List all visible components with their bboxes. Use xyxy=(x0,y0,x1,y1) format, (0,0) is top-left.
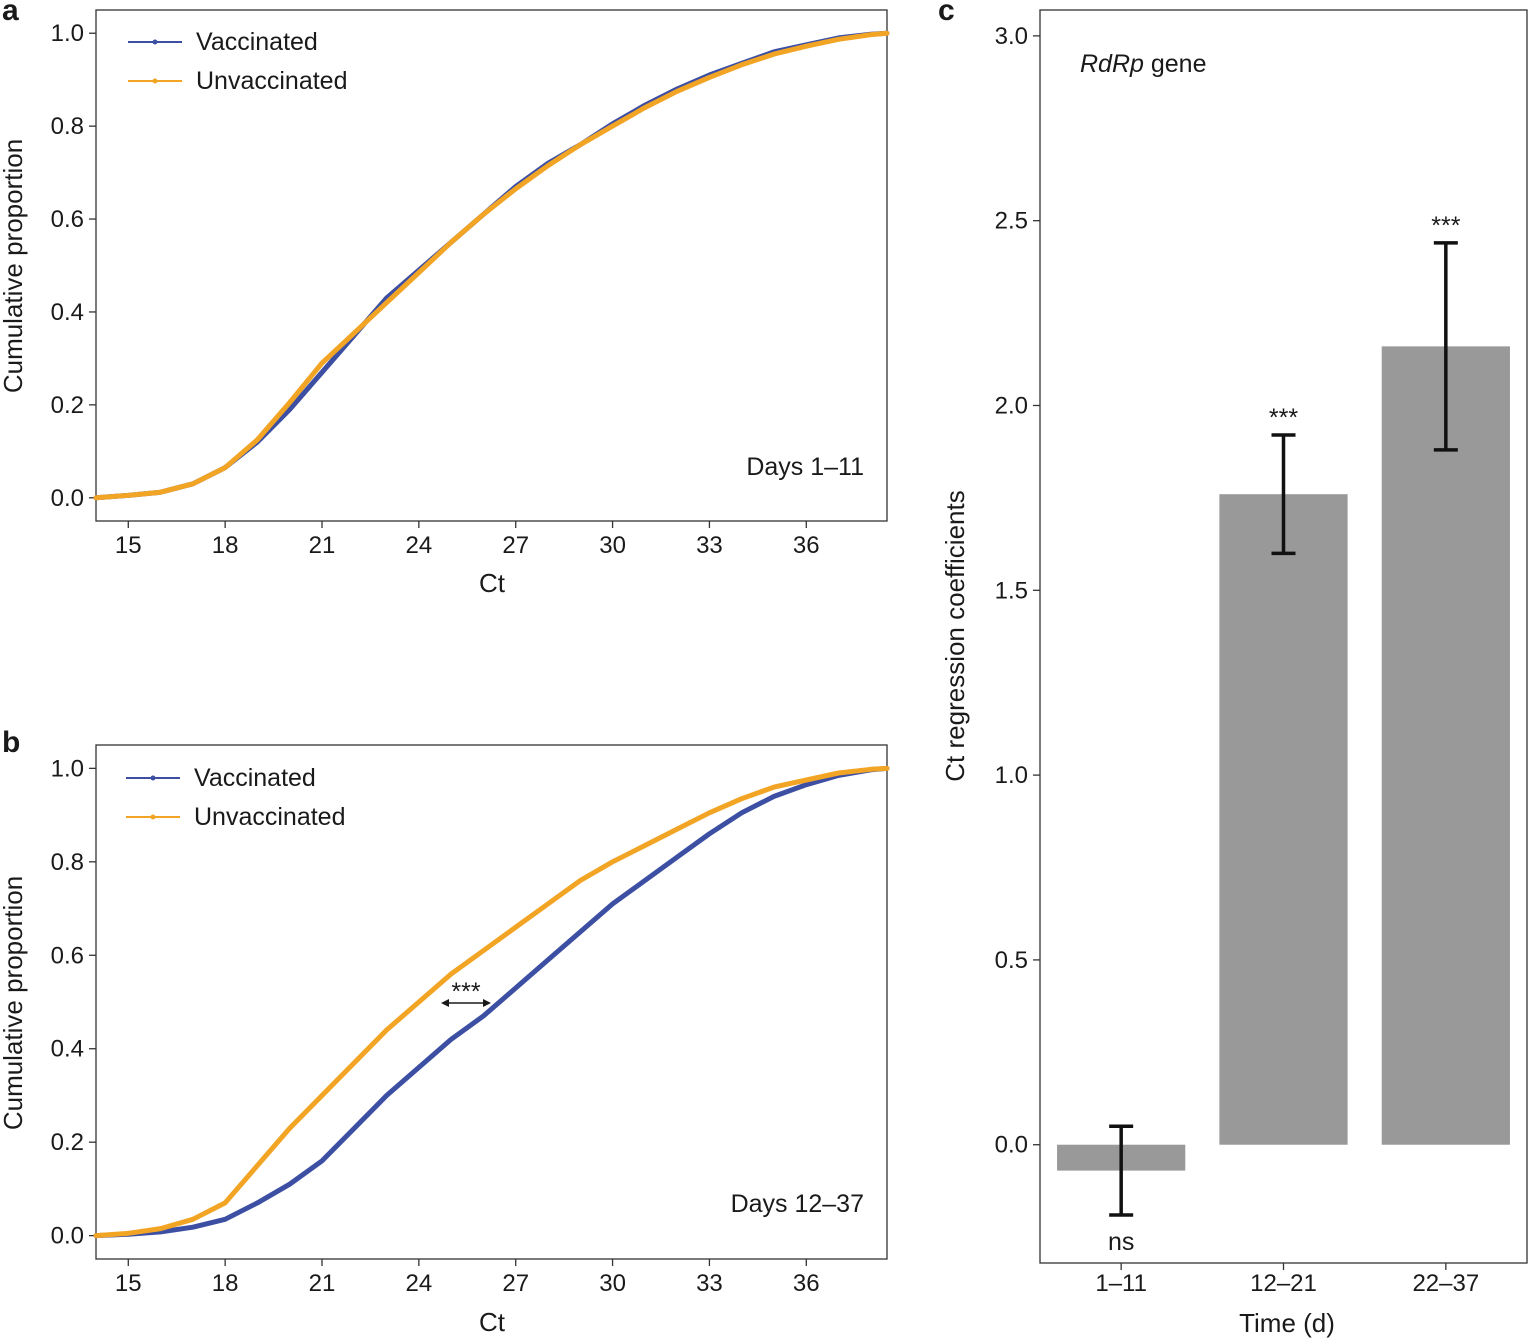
y-tick-label: 3.0 xyxy=(995,23,1028,50)
panel-c: c 0.0 0.5 1.0 1.5 2.0 2.5 3.0 1–11 12–21 22–37 ns… xyxy=(938,0,1528,1338)
y-tick-label: 2.5 xyxy=(995,208,1028,235)
y-tick-label: 0.0 xyxy=(995,1132,1028,1159)
significance-label: ns xyxy=(1108,1228,1134,1256)
legend-marker-unvaccinated xyxy=(150,814,156,820)
x-tick-label: 27 xyxy=(502,532,529,559)
bar xyxy=(1381,346,1510,1145)
legend-label-unvaccinated: Unvaccinated xyxy=(194,803,345,831)
panel-b: b 15 18 21 24 27 30 33 36 0.0 0.2 0.4 0.6 0.8 1.0 Vac… xyxy=(0,726,890,1337)
y-tick-label: 0.8 xyxy=(51,113,84,140)
x-tick-label: 24 xyxy=(406,1270,433,1297)
y-tick-label: 0.5 xyxy=(995,947,1028,974)
y-tick-label: 2.0 xyxy=(995,392,1028,419)
panel-letter-c: c xyxy=(938,0,955,27)
days-annotation-b: Days 12–37 xyxy=(731,1190,864,1218)
x-axis-label-c: Time (d) xyxy=(1239,1308,1335,1338)
y-tick-label: 0.2 xyxy=(51,1129,84,1156)
x-tick-label: 12–21 xyxy=(1250,1270,1317,1297)
x-tick-label: 33 xyxy=(696,1270,723,1297)
panel-letter-a: a xyxy=(2,0,19,27)
y-axis-label-c: Ct regression coefficients xyxy=(940,490,970,781)
x-tick-label: 21 xyxy=(309,1270,336,1297)
days-annotation-a: Days 1–11 xyxy=(746,453,864,481)
series-line-vaccinated xyxy=(93,765,890,1239)
bar xyxy=(1219,494,1348,1145)
series-line-unvaccinated xyxy=(93,30,890,501)
x-tick-label: 21 xyxy=(309,532,336,559)
series-line-vaccinated xyxy=(93,30,890,501)
legend-label-unvaccinated: Unvaccinated xyxy=(196,67,347,95)
gene-suffix: gene xyxy=(1144,50,1207,78)
x-tick-label: 30 xyxy=(599,532,626,559)
legend-label-vaccinated: Vaccinated xyxy=(194,764,316,792)
y-tick-label: 0.4 xyxy=(51,299,84,326)
series-line-unvaccinated xyxy=(93,765,890,1239)
significance-label: *** xyxy=(1431,212,1460,240)
x-tick-label: 24 xyxy=(406,532,433,559)
x-tick-label: 18 xyxy=(212,1270,239,1297)
significance-stars-b: *** xyxy=(451,978,480,1006)
y-tick-label: 1.0 xyxy=(51,20,84,47)
y-tick-label: 0.2 xyxy=(51,392,84,419)
curves-a xyxy=(93,30,890,501)
panel-a: a 15 18 21 24 27 30 33 36 0.0 0.2 0.4 0.6 0.8 1.0 Vac… xyxy=(0,0,890,598)
axes-a: 15 18 21 24 27 30 33 36 0.0 0.2 0.4 0.6 0.8 1.0 xyxy=(51,20,820,559)
x-tick-label: 33 xyxy=(696,532,723,559)
x-tick-label: 18 xyxy=(212,532,239,559)
y-tick-label: 1.5 xyxy=(995,577,1028,604)
x-tick-label: 36 xyxy=(793,1270,820,1297)
y-tick-label: 0.6 xyxy=(51,206,84,233)
y-tick-label: 1.0 xyxy=(995,762,1028,789)
legend-a: Vaccinated Unvaccinated xyxy=(128,28,347,95)
x-tick-label: 27 xyxy=(502,1270,529,1297)
y-tick-label: 0.0 xyxy=(51,1223,84,1250)
significance-label: *** xyxy=(1269,404,1298,432)
arrow-head-left xyxy=(441,999,449,1007)
x-tick-label: 22–37 xyxy=(1412,1270,1479,1297)
y-tick-label: 0.8 xyxy=(51,849,84,876)
x-tick-label: 30 xyxy=(599,1270,626,1297)
y-tick-label: 0.4 xyxy=(51,1036,84,1063)
gene-annotation-c: RdRp gene xyxy=(1080,50,1206,78)
plot-frame-b xyxy=(95,744,888,1260)
curves-b xyxy=(93,765,890,1239)
axes-c: 0.0 0.5 1.0 1.5 2.0 2.5 3.0 1–11 12–21 22–37 xyxy=(995,23,1480,1297)
x-tick-label: 15 xyxy=(115,1270,142,1297)
x-tick-label: 15 xyxy=(115,532,142,559)
legend-marker-unvaccinated xyxy=(152,78,158,84)
y-tick-label: 0.6 xyxy=(51,942,84,969)
legend-label-vaccinated: Vaccinated xyxy=(196,28,318,56)
y-tick-label: 1.0 xyxy=(51,755,84,782)
x-tick-label: 1–11 xyxy=(1095,1270,1147,1297)
y-axis-label-b: Cumulative proportion xyxy=(0,876,28,1130)
y-tick-label: 0.0 xyxy=(51,485,84,512)
panel-letter-b: b xyxy=(2,726,20,759)
arrow-head-right xyxy=(483,999,491,1007)
significance-arrow-b: *** xyxy=(441,978,491,1007)
plot-frame-a xyxy=(95,9,888,522)
axes-b: 15 18 21 24 27 30 33 36 0.0 0.2 0.4 0.6 0.8 1.0 xyxy=(51,755,820,1297)
legend-marker-vaccinated xyxy=(152,39,158,45)
gene-name: RdRp xyxy=(1080,50,1144,78)
legend-b: Vaccinated Unvaccinated xyxy=(126,764,345,831)
x-tick-label: 36 xyxy=(793,532,820,559)
x-axis-label-b: Ct xyxy=(479,1307,506,1337)
y-axis-label-a: Cumulative proportion xyxy=(0,139,28,393)
legend-marker-vaccinated xyxy=(150,775,156,781)
bars-c: ns *** *** xyxy=(1057,212,1510,1256)
x-axis-label-a: Ct xyxy=(479,568,506,598)
